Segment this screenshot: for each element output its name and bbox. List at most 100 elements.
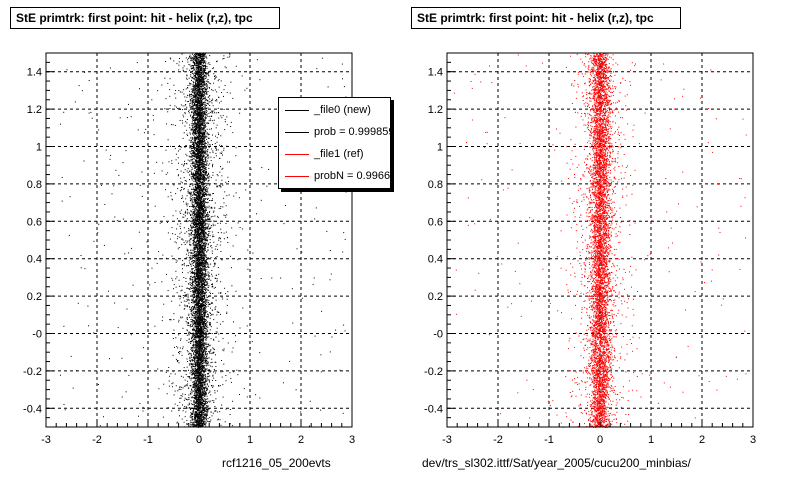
scatter-point — [178, 220, 180, 221]
scatter-point — [184, 125, 186, 127]
scatter-point — [199, 266, 201, 268]
scatter-point — [182, 105, 184, 107]
scatter-point — [206, 223, 208, 225]
scatter-point — [190, 56, 192, 58]
scatter-point — [208, 296, 210, 298]
scatter-point — [203, 394, 205, 396]
scatter-point — [205, 153, 207, 155]
scatter-point — [207, 271, 209, 273]
scatter-point — [196, 238, 198, 240]
scatter-point — [193, 73, 195, 75]
scatter-point — [204, 164, 206, 166]
scatter-point — [207, 321, 209, 323]
scatter-point — [208, 272, 210, 274]
scatter-point — [175, 259, 177, 261]
scatter-point — [232, 132, 234, 134]
scatter-point — [193, 55, 195, 57]
scatter-point — [205, 62, 207, 64]
scatter-point — [197, 171, 199, 173]
scatter-point — [207, 402, 208, 404]
scatter-point — [223, 197, 225, 199]
scatter-point — [198, 110, 200, 112]
scatter-point — [192, 290, 193, 292]
scatter-point — [202, 404, 203, 406]
scatter-point — [189, 145, 191, 147]
scatter-point — [260, 278, 262, 279]
scatter-point — [170, 124, 172, 126]
scatter-point — [190, 374, 192, 376]
scatter-point — [213, 371, 214, 373]
scatter-point — [193, 180, 195, 182]
scatter-point — [194, 197, 196, 199]
scatter-point — [206, 88, 208, 90]
scatter-point — [201, 110, 203, 112]
scatter-point — [223, 214, 225, 216]
scatter-point — [185, 180, 187, 182]
scatter-point — [193, 328, 195, 330]
scatter-point — [232, 245, 234, 247]
scatter-point — [212, 236, 213, 238]
scatter-point — [190, 139, 192, 141]
scatter-point — [196, 332, 198, 334]
scatter-point — [190, 312, 192, 314]
scatter-point — [180, 177, 182, 179]
scatter-point — [201, 294, 203, 296]
scatter-point — [192, 127, 194, 129]
scatter-point — [246, 325, 248, 327]
scatter-point — [182, 348, 184, 350]
scatter-point — [228, 194, 230, 196]
scatter-point — [226, 145, 228, 147]
scatter-point — [209, 295, 211, 297]
scatter-point — [206, 401, 208, 402]
scatter-point — [193, 75, 195, 77]
scatter-point — [202, 69, 204, 71]
scatter-point — [206, 343, 208, 345]
scatter-point — [195, 286, 197, 288]
scatter-point — [205, 344, 207, 346]
scatter-point — [215, 145, 217, 147]
scatter-point — [191, 125, 193, 127]
scatter-point — [163, 216, 165, 218]
scatter-point — [195, 94, 197, 96]
scatter-point — [215, 380, 217, 381]
scatter-point — [205, 378, 207, 380]
scatter-point — [189, 170, 191, 172]
scatter-point — [209, 390, 211, 392]
scatter-point — [187, 376, 189, 378]
scatter-point — [183, 262, 185, 264]
scatter-point — [193, 411, 195, 413]
scatter-point — [125, 391, 127, 393]
scatter-point — [212, 198, 213, 200]
scatter-point — [191, 112, 192, 114]
scatter-point — [190, 414, 192, 416]
scatter-point — [191, 285, 193, 287]
scatter-point — [203, 377, 205, 379]
scatter-point — [211, 89, 213, 91]
scatter-point — [198, 173, 200, 175]
scatter-point — [209, 401, 211, 403]
scatter-point — [136, 62, 138, 64]
scatter-point — [199, 130, 201, 132]
scatter-point — [193, 162, 195, 164]
scatter-point — [219, 171, 221, 173]
scatter-point — [344, 330, 346, 332]
scatter-point — [210, 140, 212, 142]
scatter-point — [213, 119, 215, 121]
scatter-point — [193, 105, 195, 107]
scatter-point — [213, 82, 215, 84]
scatter-point — [192, 234, 194, 236]
scatter-point — [190, 343, 192, 344]
scatter-point — [207, 157, 209, 159]
scatter-point — [207, 343, 209, 345]
scatter-point — [196, 211, 198, 213]
scatter-point — [197, 162, 199, 164]
scatter-point — [212, 374, 214, 376]
scatter-point — [205, 370, 207, 372]
scatter-point — [190, 393, 192, 395]
scatter-point — [143, 347, 144, 349]
scatter-point — [184, 112, 186, 113]
scatter-point — [213, 110, 215, 112]
scatter-point — [177, 157, 179, 159]
scatter-point — [209, 193, 211, 195]
scatter-point — [207, 63, 209, 65]
